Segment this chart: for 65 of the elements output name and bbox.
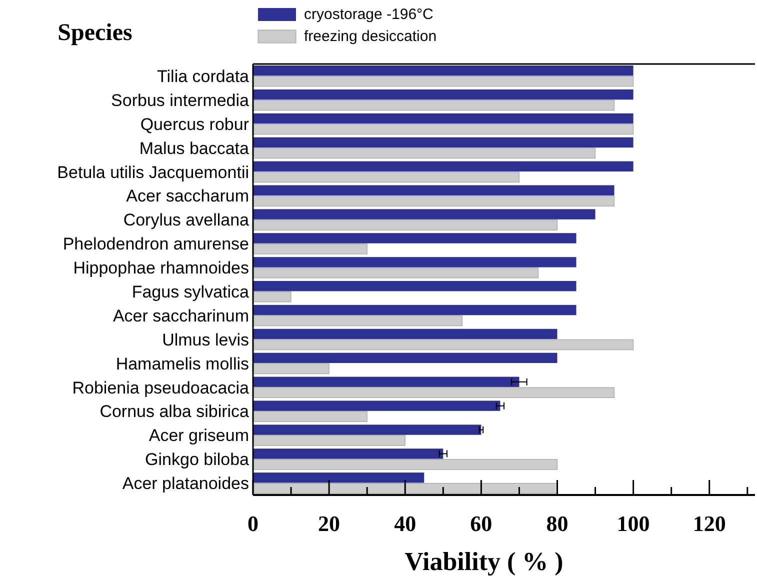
- y-tick-label: Ginkgo biloba: [145, 450, 250, 470]
- y-tick-label: Malus baccata: [139, 138, 250, 158]
- bar: [253, 376, 520, 387]
- y-tick-label: Robienia pseudoacacia: [72, 378, 250, 398]
- x-tick-label: 20: [318, 511, 340, 536]
- bar: [252, 100, 615, 111]
- bar: [252, 435, 406, 446]
- bar: [253, 257, 576, 268]
- y-tick-label: Acer saccharinum: [112, 306, 249, 326]
- bar: [252, 148, 596, 159]
- bar: [252, 268, 538, 278]
- bar: [253, 65, 634, 76]
- x-tick-label: 120: [692, 511, 726, 536]
- y-tick-label: Cornus alba sibirica: [100, 402, 250, 422]
- x-axis-title: Viability ( % ): [404, 547, 564, 576]
- bar: [253, 185, 614, 196]
- y-tick-label: Acer saccharum: [126, 186, 249, 206]
- y-tick-label: Acer griseum: [148, 426, 249, 446]
- bar: [253, 304, 576, 316]
- bar: [253, 352, 558, 364]
- y-tick-label: Betula utilis Jacquemontii: [57, 162, 249, 182]
- bar: [253, 233, 576, 244]
- y-tick-label: Phelodendron amurense: [62, 234, 249, 254]
- x-tick-label: 60: [470, 511, 492, 536]
- bar: [253, 472, 424, 483]
- x-tick-label: 100: [616, 511, 650, 536]
- bar: [252, 315, 462, 326]
- y-tick-label: Acer platanoides: [122, 474, 249, 494]
- x-tick-label: 80: [546, 511, 568, 536]
- bar: [252, 411, 368, 422]
- x-tick-label: 40: [394, 511, 416, 536]
- bar: [252, 339, 634, 350]
- x-tick-label: 0: [248, 511, 258, 536]
- bar: [253, 448, 444, 459]
- bar: [252, 220, 558, 230]
- y-tick-label: Quercus robur: [140, 114, 250, 134]
- y-tick-label: Sorbus intermedia: [111, 90, 250, 110]
- bar: [252, 459, 558, 470]
- bar: [253, 137, 634, 148]
- bar: [253, 161, 634, 172]
- bar: [252, 291, 292, 302]
- y-tick-label: Hippophae rhamnoides: [73, 258, 249, 278]
- y-axis-title: Species: [58, 20, 132, 46]
- bar: [252, 363, 330, 374]
- bar: [253, 89, 634, 100]
- bar: [253, 280, 576, 292]
- y-tick-label: Tilia cordata: [157, 66, 250, 86]
- bar: [252, 387, 615, 398]
- bar: [253, 113, 634, 124]
- bar: [253, 424, 482, 435]
- bar: [252, 124, 634, 135]
- y-tick-label: Fagus sylvatica: [132, 282, 250, 302]
- bar: [252, 244, 368, 254]
- bar: [253, 328, 558, 340]
- y-tick-label: Ulmus levis: [162, 330, 249, 350]
- bar: [253, 400, 500, 411]
- y-tick-label: Hamamelis mollis: [116, 354, 249, 374]
- bar: [252, 172, 520, 182]
- legend-label: freezing desiccation: [304, 28, 437, 45]
- bar: [252, 196, 615, 206]
- legend-label: cryostorage -196°C: [304, 6, 434, 23]
- bar: [252, 483, 558, 494]
- bar: [253, 209, 596, 220]
- bar: [252, 76, 634, 87]
- y-tick-label: Corylus avellana: [123, 210, 250, 230]
